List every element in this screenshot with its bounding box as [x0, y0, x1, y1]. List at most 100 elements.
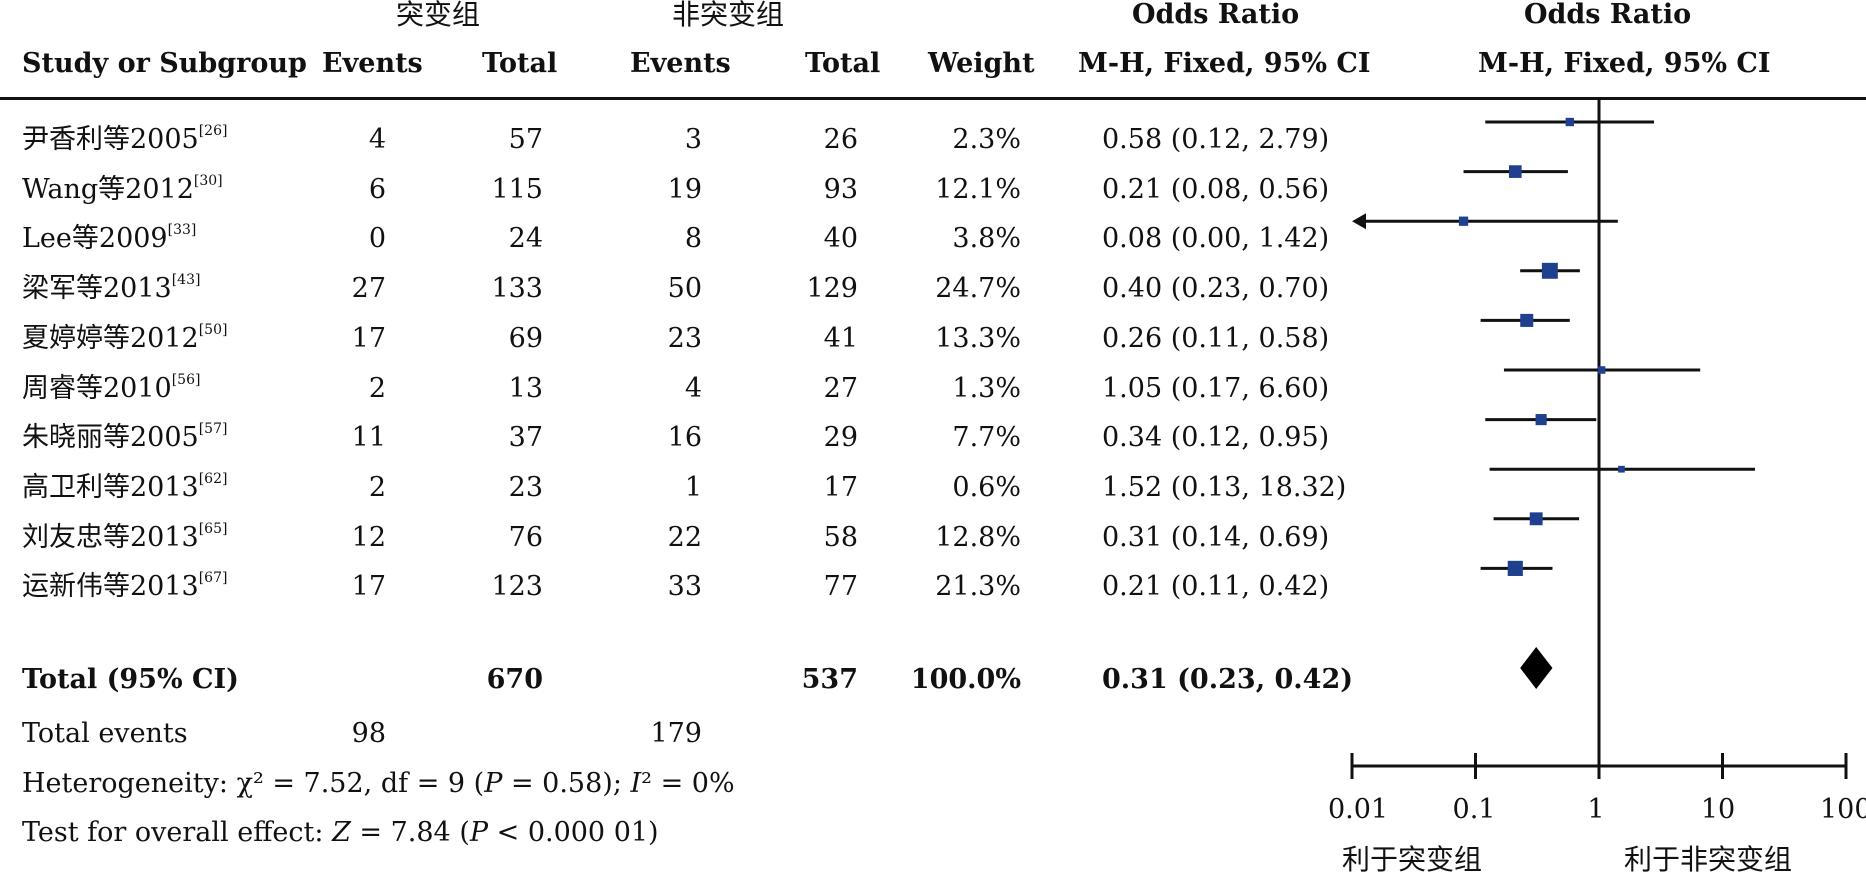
axis-tick-label: 0.1 — [1452, 794, 1496, 825]
events2-cell: 19 — [667, 174, 702, 205]
ci-arrow — [1352, 213, 1366, 230]
point-estimate — [1529, 512, 1543, 526]
total2-cell: 40 — [823, 223, 858, 254]
group1-header: 突变组 — [396, 0, 481, 31]
total2-cell: 58 — [823, 522, 858, 553]
point-estimate — [1508, 165, 1522, 178]
weight-cell: 2.3% — [952, 124, 1021, 155]
or-title: Odds Ratio — [1132, 0, 1300, 30]
overall-z-rest: = 7.84 ( — [350, 817, 470, 848]
point-estimate — [1535, 414, 1547, 426]
total1-cell: 57 — [508, 124, 543, 155]
events1-cell: 17 — [351, 323, 386, 354]
weight-cell: 3.8% — [952, 223, 1021, 254]
total2-cell: 41 — [823, 323, 858, 354]
total-events-e2: 179 — [650, 718, 702, 749]
axis-tick-label: 1 — [1587, 794, 1605, 825]
study-name-text: 夏婷婷等2012 — [22, 323, 199, 354]
study-name: 运新伟等2013[67] — [22, 570, 228, 602]
study-reference: [33] — [167, 222, 197, 238]
ci-cell: 0.21 (0.08, 0.56) — [1102, 174, 1330, 205]
point-estimate — [1541, 262, 1558, 279]
group2-header: 非突变组 — [672, 0, 785, 31]
axis-tick-label: 10 — [1700, 794, 1736, 825]
events2-cell: 8 — [684, 223, 702, 254]
overall-z-letter: Z — [332, 817, 351, 848]
total1-cell: 76 — [508, 522, 543, 553]
axis-tick-label: 0.01 — [1327, 794, 1389, 825]
total2-cell: 27 — [823, 373, 858, 404]
axis-tick-label: 100 — [1820, 794, 1866, 825]
study-reference: [30] — [193, 173, 223, 189]
study-name-text: Lee等2009 — [22, 223, 168, 254]
total-ci: 0.31 (0.23, 0.42) — [1102, 664, 1354, 695]
events2-cell: 22 — [667, 522, 702, 553]
total2-cell: 77 — [823, 571, 858, 602]
total1-cell: 123 — [491, 571, 543, 602]
total-events-label: Total events — [22, 718, 188, 749]
col-plot-method: M-H, Fixed, 95% CI — [1478, 48, 1771, 79]
events1-cell: 11 — [351, 422, 386, 453]
col-events2: Events — [630, 48, 731, 79]
events2-cell: 4 — [684, 373, 702, 404]
events2-cell: 3 — [684, 124, 702, 155]
ci-cell: 0.40 (0.23, 0.70) — [1102, 273, 1330, 304]
study-name-text: 刘友忠等2013 — [22, 522, 199, 553]
events1-cell: 2 — [368, 373, 386, 404]
events1-cell: 0 — [368, 223, 386, 254]
heterogeneity-p-letter: P — [484, 768, 503, 799]
plot-title: Odds Ratio — [1524, 0, 1692, 30]
events1-cell: 27 — [351, 273, 386, 304]
study-reference: [43] — [171, 272, 201, 288]
point-estimate — [1618, 465, 1625, 473]
heterogeneity-i-letter: I — [630, 768, 642, 799]
study-name-text: 朱晓丽等2005 — [22, 422, 199, 453]
heterogeneity-text: Heterogeneity: χ² = 7.52, df = 9 (P = 0.… — [22, 770, 735, 797]
total2-cell: 129 — [806, 273, 858, 304]
events2-cell: 33 — [667, 571, 702, 602]
point-estimate — [1597, 366, 1606, 374]
col-study: Study or Subgroup — [22, 48, 307, 79]
point-estimate — [1565, 117, 1574, 127]
total-weight: 100.0% — [910, 664, 1021, 695]
events1-cell: 17 — [351, 571, 386, 602]
overall-p-rest: < 0.000 01) — [488, 817, 659, 848]
heterogeneity-p-rest: = 0.58); — [502, 768, 631, 799]
study-name: 周睿等2010[56] — [22, 372, 201, 402]
total-events-e1: 98 — [351, 718, 386, 749]
study-reference: [50] — [198, 322, 228, 338]
study-name: Wang等2012[30] — [22, 173, 223, 203]
total1-cell: 23 — [508, 472, 543, 503]
heterogeneity-i-rest: ² = 0% — [641, 768, 735, 799]
study-name: 尹香利等2005[26] — [22, 124, 227, 155]
study-name-text: 尹香利等2005 — [22, 124, 199, 155]
ci-cell: 1.52 (0.13, 18.32) — [1102, 472, 1347, 503]
weight-cell: 21.3% — [935, 571, 1021, 602]
forest-plot — [1350, 98, 1848, 779]
weight-cell: 0.6% — [952, 472, 1021, 503]
total1-cell: 24 — [508, 223, 543, 254]
weight-cell: 12.1% — [935, 174, 1021, 205]
ci-cell: 0.34 (0.12, 0.95) — [1102, 422, 1330, 453]
ci-cell: 0.08 (0.00, 1.42) — [1102, 223, 1330, 254]
events1-cell: 12 — [351, 522, 386, 553]
study-name: 刘友忠等2013[65] — [22, 521, 228, 553]
study-reference: [67] — [198, 570, 228, 586]
ci-cell: 0.26 (0.11, 0.58) — [1102, 323, 1330, 354]
favours-right-label: 利于非突变组 — [1624, 843, 1793, 876]
events2-cell: 50 — [667, 273, 702, 304]
total1-cell: 133 — [491, 273, 543, 304]
col-or-method: M-H, Fixed, 95% CI — [1078, 48, 1371, 79]
study-name: 夏婷婷等2012[50] — [22, 322, 228, 354]
events2-cell: 23 — [667, 323, 702, 354]
total1-cell: 115 — [491, 174, 543, 205]
overall-effect-text: Test for overall effect: Z = 7.84 (P < 0… — [22, 819, 659, 846]
point-estimate — [1458, 216, 1469, 226]
study-reference: [65] — [198, 521, 228, 537]
study-name: 朱晓丽等2005[57] — [22, 421, 228, 453]
study-name: 梁军等2013[43] — [22, 272, 201, 302]
study-reference: [57] — [198, 421, 228, 437]
study-reference: [56] — [171, 372, 201, 388]
study-name-text: 运新伟等2013 — [22, 571, 199, 602]
weight-cell: 12.8% — [935, 522, 1021, 553]
